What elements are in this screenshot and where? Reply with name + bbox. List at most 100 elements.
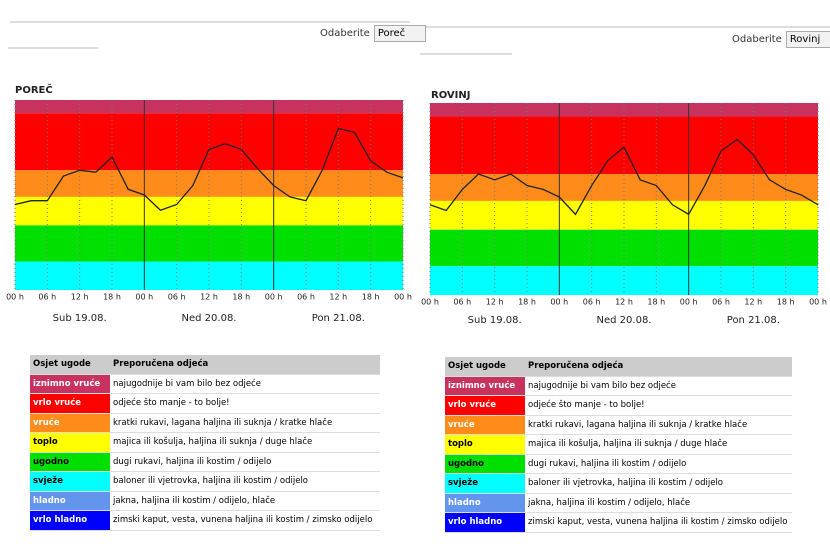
chart-title: ROVINJ	[431, 90, 470, 101]
comfort-band	[15, 100, 403, 114]
x-tick-label: 12 h	[744, 298, 762, 307]
x-tick-label: 12 h	[200, 293, 218, 302]
day-label: Sub 19.08.	[468, 315, 522, 326]
x-tick-label: 12 h	[615, 298, 633, 307]
comfort-level: vrlo hladno	[30, 510, 110, 531]
clothing-text: kratki rukavi, lagana haljina ili suknja…	[525, 415, 792, 435]
table-row: iznimno vruće najugodnije bi vam bilo bez…	[445, 376, 792, 396]
column-header: Osjet ugode	[30, 355, 110, 375]
dropdown[interactable]: Poreč	[373, 25, 427, 42]
clothing-text: majica ili košulja, haljina ili suknja /…	[110, 432, 380, 453]
x-tick-label: 06 h	[168, 293, 186, 302]
day-label: Sub 19.08.	[53, 313, 107, 324]
table-row: vrlo hladno zimski kaput, vesta, vunena h…	[30, 510, 380, 531]
x-tick-label: 18 h	[103, 293, 121, 302]
comfort-line	[14, 127, 404, 211]
day-label: Pon 21.08.	[727, 315, 780, 326]
x-tick-label: 18 h	[647, 298, 665, 307]
x-tick-label: 12 h	[329, 293, 347, 302]
clothing-text: zimski kaput, vesta, vunena haljina ili …	[525, 512, 792, 533]
x-tick-label: 18 h	[232, 293, 250, 302]
comfort-level: toplo	[445, 434, 525, 455]
clothing-text: jakna, haljina ili kostim / odijelo, hla…	[110, 491, 380, 511]
day-label: Ned 20.08.	[182, 313, 237, 324]
clothing-text: zimski kaput, vesta, vunena haljina ili …	[110, 510, 380, 531]
x-tick-label: 12 h	[486, 298, 504, 307]
comfort-level: iznimno vruće	[30, 374, 110, 394]
comfort-line	[429, 138, 819, 216]
clothing-text: baloner ili vjetrovka, haljina ili kosti…	[525, 473, 792, 494]
x-tick-label: 00 h	[135, 293, 153, 302]
x-tick-label: 00 h	[6, 293, 24, 302]
table-row: hladno jakna, haljina ili kostim / odijel…	[30, 491, 380, 511]
clothing-text: najugodnije bi vam bilo bez odjeće	[525, 376, 792, 396]
comfort-level: vruće	[30, 413, 110, 433]
table-row: iznimno vruće najugodnije bi vam bilo bez…	[30, 374, 380, 394]
table-row: ugodno dugi rukavi, haljina ili kostim / …	[30, 452, 380, 472]
comfort-level: vrlo hladno	[445, 512, 525, 533]
selector-label: Odaberite	[732, 34, 782, 45]
clothing-text: dugi rukavi, haljina ili kostim / odijel…	[525, 454, 792, 474]
comfort-band	[15, 261, 403, 290]
table-row: hladno jakna, haljina ili kostim / odijel…	[445, 493, 792, 513]
x-tick-label: 12 h	[71, 293, 89, 302]
day-label: Ned 20.08.	[597, 315, 652, 326]
x-tick-label: 00 h	[421, 298, 439, 307]
clothing-text: odjeće što manje - to bolje!	[110, 393, 380, 414]
x-tick-label: 00 h	[550, 298, 568, 307]
table-row: vrlo vruće odjeće što manje - to bolje!	[30, 393, 380, 414]
comfort-level: svježe	[445, 473, 525, 494]
x-tick-label: 00 h	[394, 293, 412, 302]
selector: Odaberite Rovinj	[732, 31, 830, 48]
x-tick-label: 06 h	[712, 298, 730, 307]
comfort-band	[15, 196, 403, 226]
dropdown[interactable]: Rovinj	[785, 31, 830, 48]
clothing-text: najugodnije bi vam bilo bez odjeće	[110, 374, 380, 394]
table-row: svježe baloner ili vjetrovka, haljina ili…	[445, 473, 792, 494]
column-header: Preporučena odjeća	[110, 355, 380, 375]
x-tick-label: 00 h	[680, 298, 698, 307]
selector: Odaberite Poreč	[320, 25, 427, 42]
comfort-level: svježe	[30, 471, 110, 492]
header-row: Osjet ugode Preporučena odjeća	[30, 355, 380, 375]
table-row: vruće kratki rukavi, lagana haljina ili s…	[445, 415, 792, 435]
x-tick-label: 06 h	[297, 293, 315, 302]
clothing-table: Osjet ugode Preporučena odjeća iznimno vru…	[30, 355, 380, 531]
comfort-level: vrlo vruće	[30, 393, 110, 414]
comfort-band	[430, 103, 818, 117]
comfort-level: vrlo vruće	[445, 395, 525, 416]
comfort-level: hladno	[445, 493, 525, 513]
x-tick-label: 18 h	[518, 298, 536, 307]
clothing-text: kratki rukavi, lagana haljina ili suknja…	[110, 413, 380, 433]
comfort-band	[15, 225, 403, 262]
header-row: Osjet ugode Preporučena odjeća	[445, 357, 792, 377]
comfort-band	[430, 266, 818, 295]
table-row: ugodno dugi rukavi, haljina ili kostim / …	[445, 454, 792, 474]
table-row: vruće kratki rukavi, lagana haljina ili s…	[30, 413, 380, 433]
table-row: toplo majica ili košulja, haljina ili suk…	[445, 434, 792, 455]
clothing-table: Osjet ugode Preporučena odjeća iznimno vru…	[445, 357, 792, 533]
comfort-band	[430, 116, 818, 175]
comfort-level: hladno	[30, 491, 110, 511]
clothing-text: baloner ili vjetrovka, haljina ili kosti…	[110, 471, 380, 492]
x-tick-label: 18 h	[777, 298, 795, 307]
x-tick-label: 06 h	[453, 298, 471, 307]
selector-label: Odaberite	[320, 28, 370, 39]
x-tick-label: 06 h	[583, 298, 601, 307]
x-tick-label: 00 h	[265, 293, 283, 302]
comfort-level: iznimno vruće	[445, 376, 525, 396]
clothing-text: majica ili košulja, haljina ili suknja /…	[525, 434, 792, 455]
table-row: svježe baloner ili vjetrovka, haljina ili…	[30, 471, 380, 492]
comfort-band	[15, 113, 403, 171]
clothing-text: dugi rukavi, haljina ili kostim / odijel…	[110, 452, 380, 472]
table-row: vrlo hladno zimski kaput, vesta, vunena h…	[445, 512, 792, 533]
table-row: toplo majica ili košulja, haljina ili suk…	[30, 432, 380, 453]
day-label: Pon 21.08.	[312, 313, 365, 324]
comfort-level: vruće	[445, 415, 525, 435]
clothing-text: odjeće što manje - to bolje!	[525, 395, 792, 416]
clothing-text: jakna, haljina ili kostim / odijelo, hla…	[525, 493, 792, 513]
x-tick-label: 06 h	[38, 293, 56, 302]
comfort-level: ugodno	[30, 452, 110, 472]
